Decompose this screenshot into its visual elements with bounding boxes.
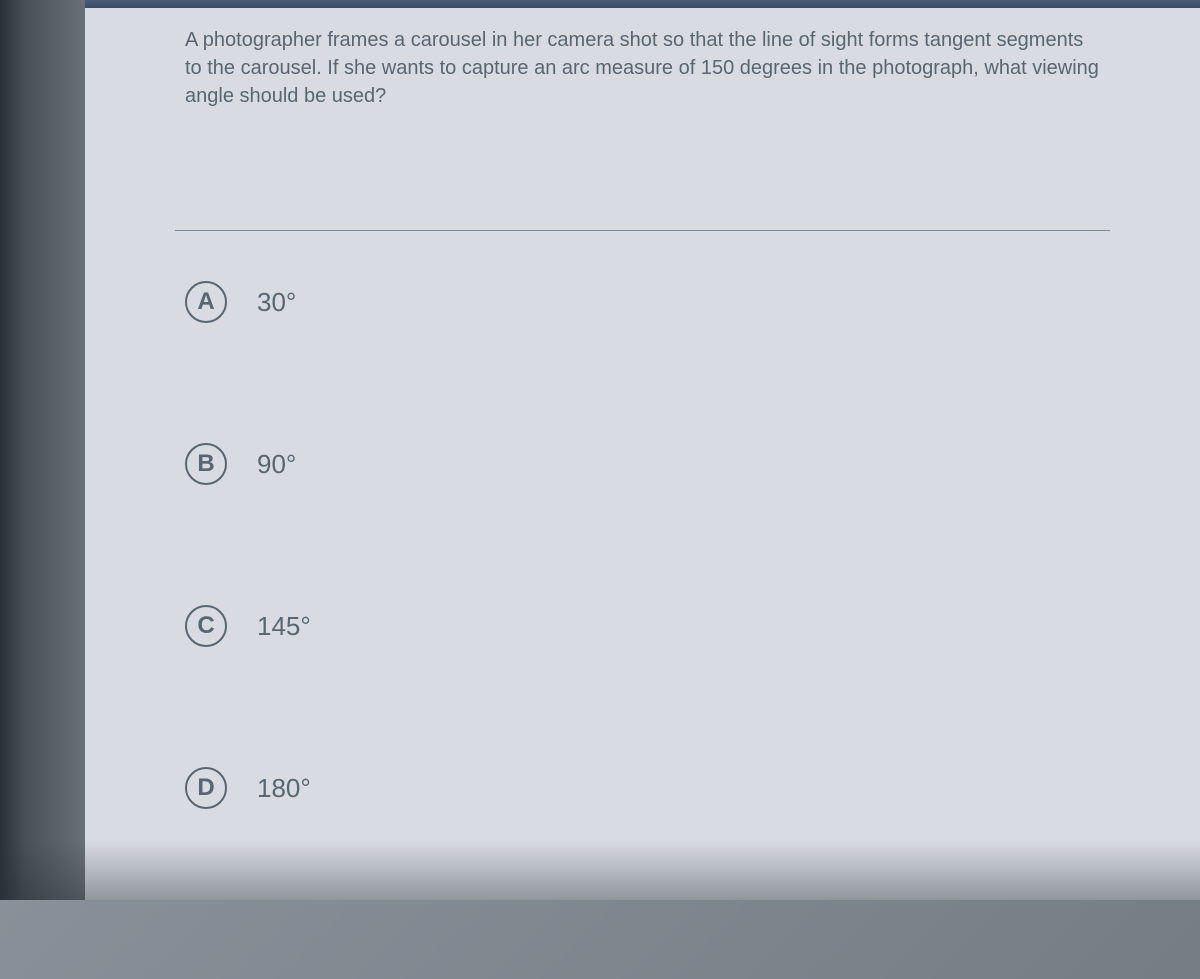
question-area: A photographer frames a carousel in her … — [85, 8, 1200, 130]
option-c-row: C 145° — [185, 605, 1100, 647]
option-a-text: 30° — [257, 287, 296, 318]
option-c-text: 145° — [257, 611, 311, 642]
options-area: A 30° B 90° C 145° D 180° — [85, 231, 1200, 979]
option-d-row: D 180° — [185, 767, 1100, 809]
option-c-button[interactable]: C — [185, 605, 227, 647]
option-b-text: 90° — [257, 449, 296, 480]
option-d-button[interactable]: D — [185, 767, 227, 809]
option-b-row: B 90° — [185, 443, 1100, 485]
option-b-button[interactable]: B — [185, 443, 227, 485]
option-a-row: A 30° — [185, 281, 1100, 323]
screen-left-edge — [0, 0, 85, 900]
option-a-button[interactable]: A — [185, 281, 227, 323]
quiz-screen: A photographer frames a carousel in her … — [85, 0, 1200, 900]
window-top-bar — [85, 0, 1200, 8]
option-d-text: 180° — [257, 773, 311, 804]
question-text: A photographer frames a carousel in her … — [185, 26, 1100, 110]
